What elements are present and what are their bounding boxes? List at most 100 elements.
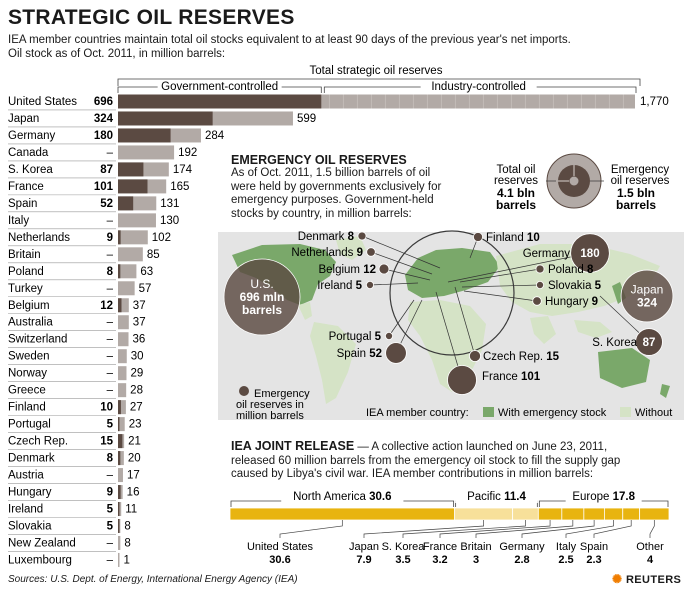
bar-row: Germany 180 284 [8,126,225,143]
reuters-logo-icon: ✺ [612,572,623,586]
bubble-circle [532,296,542,306]
emergency-reserves-label: oil reserves [611,175,670,187]
legend-industry: Industry-controlled [431,81,526,93]
bar-country-label: Finland [8,402,46,414]
bar-row: Netherlands 9 102 [8,228,171,245]
bubble-circle [223,258,301,336]
bubble-callout: S. Korea [592,337,637,349]
release-leader [475,520,574,538]
bar-row: Luxembourg –1 [8,551,130,567]
emergency-description: As of Oct. 2011, 1.5 billion barrels of … [231,167,441,221]
bubble-leader [454,286,476,357]
map-greenland [336,236,366,260]
bubble-circle [385,342,407,364]
bar-gov-value: 696 [94,96,113,108]
bar-gov-value: – [107,147,114,159]
release-bar [512,507,539,521]
bar-total-label: 599 [297,113,316,125]
bar-government [118,502,120,517]
bar-government [118,451,121,466]
release-value-label: 4 [647,554,654,566]
bar-gov-value: 87 [100,164,113,176]
release-bar [639,507,670,521]
bar-gov-value: – [107,385,114,397]
bar-row: Slovakia 5 8 [8,517,131,533]
release-desc-line: caused by Libya's civil war. IEA member … [231,468,594,480]
emergency-bubble [536,280,545,289]
bar-industry [118,468,123,483]
bar-country-label: Portugal [8,419,51,431]
reuters-wordmark: REUTERS [625,574,682,586]
release-value-label: 7.9 [356,554,371,566]
bar-total-label: 63 [140,266,153,278]
bar-industry [118,230,148,245]
release-group: North America 30.6 [230,490,455,507]
bar-country-label: Australia [8,317,53,329]
bubble-callout: Germany [523,248,571,260]
bubble-legend-icon [239,386,249,396]
bubble-leader [447,252,591,283]
chart-title: Total strategic oil reserves [310,65,443,77]
bubble-circle [469,350,481,362]
bar-total-label: 21 [128,436,141,448]
bar-row: Spain 52 131 [8,194,179,211]
bubble-legend-label: oil reserves in [236,399,304,411]
bar-country-label: Hungary [8,487,52,499]
bubble-circle [384,331,393,340]
release-value-label: 2.5 [558,554,573,566]
total-reserves-label: reserves [494,175,538,187]
release-country-label: United States [247,541,314,553]
donut-center [569,176,579,186]
map-australia [598,348,650,388]
bar-gov-value: 52 [100,198,113,210]
bubble-callout: Spain 52 [337,348,382,360]
map-europe [405,248,500,298]
release-bar [229,507,456,521]
release-leader [649,520,655,538]
bubble-circle [635,328,663,356]
bar-country-label: Denmark [8,453,55,465]
emergency-desc-line: As of Oct. 2011, 1.5 billion barrels of … [231,167,431,179]
donut-ticks [558,165,575,182]
bar-row: Czech Rep. 15 21 [8,432,141,449]
release-leader [363,520,484,538]
bar-row: Belgium 12 37 [8,296,146,313]
bar-country-label: Belgium [8,300,50,312]
bar-country-label: Canada [8,147,49,159]
bubble-label: U.S. [250,277,273,291]
bubble-legend-label: million barrels [236,410,304,422]
release-country-label: France [423,541,457,553]
bar-gov-value: 15 [100,436,113,448]
bar-country-label: Poland [8,266,44,278]
release-title-line: IEA JOINT RELEASE — A collective action … [231,439,620,455]
emergency-bubble: 87 [635,328,663,356]
bar-gov-value: – [107,351,114,363]
bar-total-label: 1,770 [640,96,669,108]
emergency-bubble [378,263,390,275]
bar-gov-value: 9 [107,232,113,244]
bar-row: Canada – 192 [8,143,197,160]
bubble-circle [447,365,477,395]
bar-total-label: 165 [170,181,189,193]
bar-row: Norway – 29 [8,364,143,381]
release-value-label: 2.3 [586,554,601,566]
bar-gov-value: 12 [100,300,113,312]
bar-total-label: 192 [178,147,197,159]
bar-total-label: 8 [124,537,130,549]
bar-industry [118,349,127,364]
emergency-desc-line: emergency purposes. Government-held [231,194,434,206]
release-group-label-bg [281,490,404,503]
bar-total-label: 27 [130,402,143,414]
release-leader [593,520,632,538]
bar-total-label: 174 [173,164,193,176]
total-reserves-value: barrels [496,198,536,212]
bubble-label: 180 [580,248,599,260]
bar-total-label: 16 [127,487,140,499]
